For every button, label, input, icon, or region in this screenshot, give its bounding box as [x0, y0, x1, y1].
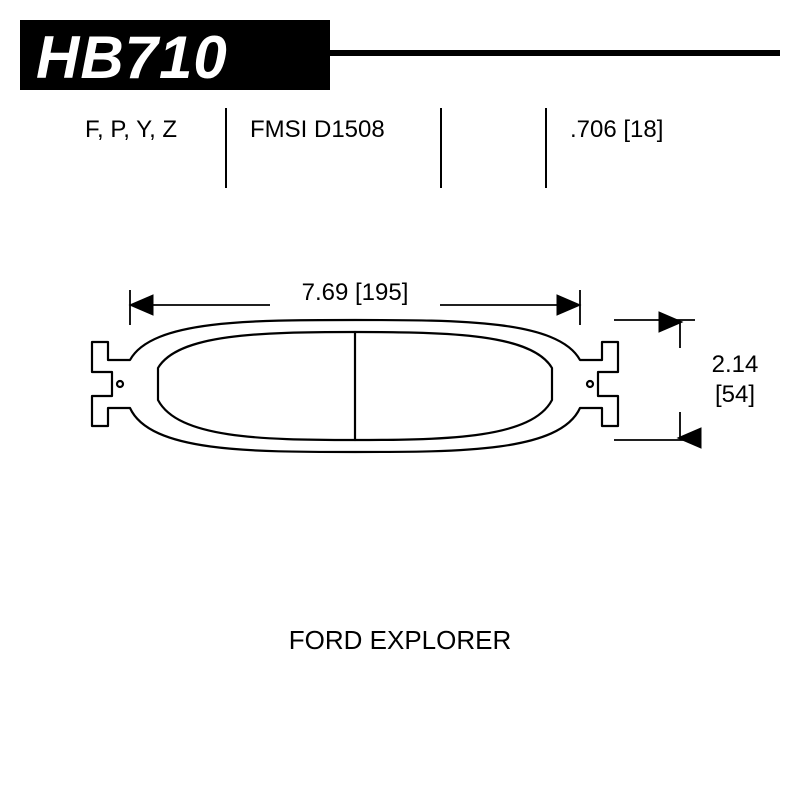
vehicle-name: FORD EXPLORER — [0, 625, 800, 656]
page: HB710 F, P, Y, Z FMSI D1508 .706 [18] 7.… — [0, 0, 800, 800]
brake-pad-outline — [0, 0, 800, 800]
